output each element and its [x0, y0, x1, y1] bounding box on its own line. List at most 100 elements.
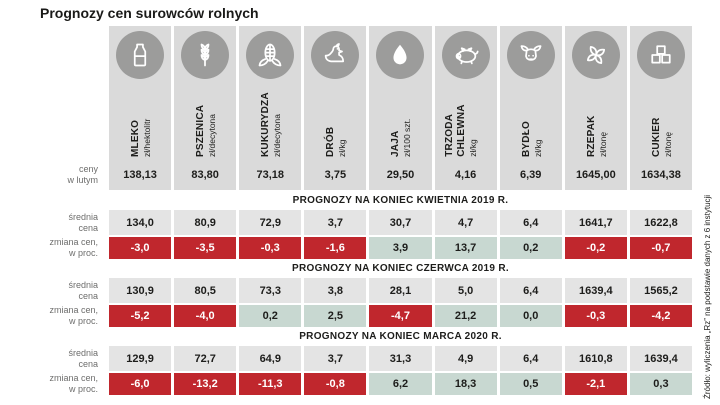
base-price-cell: 83,80 — [174, 160, 237, 190]
row-label: średnia cena — [68, 347, 98, 369]
price-change-cell: -3,5 — [174, 237, 237, 259]
price-change-row: zmiana cen, w proc. -3,0 -3,5 -0,3 -1,6 3,9 13… — [30, 237, 692, 259]
base-price-value: 4,16 — [454, 169, 477, 181]
column-name: MLEKO — [130, 119, 142, 157]
price-change-value: -2,1 — [586, 377, 606, 390]
price-change-cell: 0,3 — [629, 373, 692, 395]
average-price-value: 5,0 — [457, 284, 474, 297]
average-price-cell: 4,9 — [434, 346, 497, 371]
average-price-value: 73,3 — [259, 284, 281, 297]
row-label: zmiana cen, w proc. — [49, 373, 98, 394]
price-change-value: -6,0 — [130, 377, 150, 390]
column-unit: zł/decytona — [206, 114, 217, 157]
column-header-cell: TRZODA CHLEWNA zł/kg — [434, 83, 497, 160]
base-price-cell: 29,50 — [369, 160, 432, 190]
average-price-cell: 6,4 — [499, 278, 562, 303]
column-header: KUKURYDZA zł/decytona — [260, 92, 282, 157]
column-unit: zł/kg — [532, 139, 543, 157]
column-header-cell: CUKIER zł/tonę — [629, 83, 692, 160]
row-label-spacer — [30, 260, 106, 276]
price-change-cell: -4,0 — [174, 305, 237, 327]
average-price-value: 80,5 — [194, 284, 216, 297]
price-change-cell: -4,7 — [369, 305, 432, 327]
column-header: TRZODA CHLEWNA zł/kg — [444, 104, 478, 157]
column-header-cell: MLEKO zł/hektolitr — [109, 83, 172, 160]
column-headers-row: MLEKO zł/hektolitr PSZENICA zł/decytona KUKU… — [30, 83, 692, 160]
column-header: CUKIER zł/tonę — [651, 117, 673, 157]
average-price-value: 6,4 — [523, 352, 539, 365]
price-change-value: 0,2 — [523, 241, 539, 254]
price-change-value: 0,2 — [262, 309, 278, 322]
average-price-cell: 1610,8 — [564, 346, 627, 371]
price-change-cell: -4,2 — [629, 305, 692, 327]
column-icon-cell — [564, 26, 627, 83]
row-label: średnia cena — [68, 211, 98, 233]
base-price-value: 73,18 — [256, 169, 285, 181]
price-change-cell: 13,7 — [434, 237, 497, 259]
base-price-cell: 138,13 — [109, 160, 172, 190]
base-price-cell: 1645,00 — [564, 160, 627, 190]
base-price-cell: 73,18 — [239, 160, 302, 190]
table: MLEKO zł/hektolitr PSZENICA zł/decytona KUKU… — [30, 26, 692, 395]
price-change-value: -0,2 — [586, 241, 606, 254]
column-header: DRÓB zł/kg — [325, 127, 347, 157]
base-price-cell: 3,75 — [304, 160, 367, 190]
price-change-value: -4,0 — [195, 309, 215, 322]
milk-icon — [116, 30, 165, 79]
average-price-cell: 72,7 — [174, 346, 237, 371]
price-change-cell: -13,2 — [174, 373, 237, 395]
column-name: TRZODA CHLEWNA — [443, 104, 467, 157]
column-unit: zł/100 szt. — [402, 118, 413, 157]
source-note: Źródło: wyliczenia „Rz” na podstawie dan… — [703, 194, 712, 399]
column-header-cell: DRÓB zł/kg — [304, 83, 367, 160]
average-price-value: 1622,8 — [644, 216, 678, 229]
column-header-cell: JAJA zł/100 szt. — [369, 83, 432, 160]
base-price-value: 29,50 — [386, 169, 415, 181]
base-price-value: 3,75 — [324, 169, 347, 181]
average-price-value: 28,1 — [389, 284, 412, 297]
column-unit: zł/hektolitr — [141, 118, 152, 157]
average-price-cell: 28,1 — [369, 278, 432, 303]
price-change-value: -4,7 — [391, 309, 410, 322]
price-change-value: -1,6 — [325, 241, 345, 254]
price-change-cell: -11,3 — [239, 373, 302, 395]
price-change-cell: -2,1 — [564, 373, 627, 395]
column-name: BYDŁO — [520, 121, 532, 157]
price-change-value: 0,5 — [523, 377, 539, 390]
average-price-value: 31,3 — [389, 352, 412, 365]
row-label: zmiana cen, w proc. — [49, 305, 98, 326]
price-change-value: -4,2 — [651, 309, 671, 322]
average-price-cell: 6,4 — [499, 210, 562, 235]
column-header-cell: KUKURYDZA zł/decytona — [239, 83, 302, 160]
row-label: ceny w lutym — [67, 164, 98, 185]
price-change-value: 13,7 — [454, 241, 477, 254]
base-price-value: 1645,00 — [575, 169, 616, 181]
average-price-value: 3,7 — [327, 352, 344, 365]
row-label: zmiana cen, w proc. — [49, 237, 98, 258]
row-label-spacer — [30, 83, 106, 160]
column-name: JAJA — [390, 130, 402, 157]
price-change-value: 21,2 — [454, 309, 477, 322]
base-price-row: ceny w lutym 138,13 83,80 73,18 3,75 29,50 4,1… — [30, 160, 692, 190]
average-price-value: 3,7 — [327, 216, 344, 229]
average-price-value: 1610,8 — [578, 352, 613, 365]
average-price-value: 1639,4 — [644, 352, 678, 365]
average-price-cell: 130,9 — [109, 278, 172, 303]
pig-icon — [441, 30, 490, 79]
average-price-cell: 5,0 — [434, 278, 497, 303]
chicken-icon — [311, 30, 360, 79]
section-header-row: PROGNOZY NA KONIEC KWIETNIA 2019 R. — [30, 192, 692, 208]
average-price-value: 72,7 — [194, 352, 216, 365]
column-unit: zł/kg — [467, 139, 478, 157]
base-price-value: 83,80 — [191, 169, 219, 181]
price-change-row: zmiana cen, w proc. -5,2 -4,0 0,2 2,5 -4,7 21,… — [30, 305, 692, 327]
average-price-value: 64,9 — [259, 352, 281, 365]
column-header-cell: BYDŁO zł/kg — [499, 83, 562, 160]
icons-row — [30, 26, 692, 83]
section-title: PROGNOZY NA KONIEC KWIETNIA 2019 R. — [292, 194, 509, 206]
price-change-cell: 2,5 — [304, 305, 367, 327]
average-price-value: 134,0 — [126, 216, 154, 229]
price-change-cell: -0,8 — [304, 373, 367, 395]
row-label-spacer — [30, 26, 106, 83]
